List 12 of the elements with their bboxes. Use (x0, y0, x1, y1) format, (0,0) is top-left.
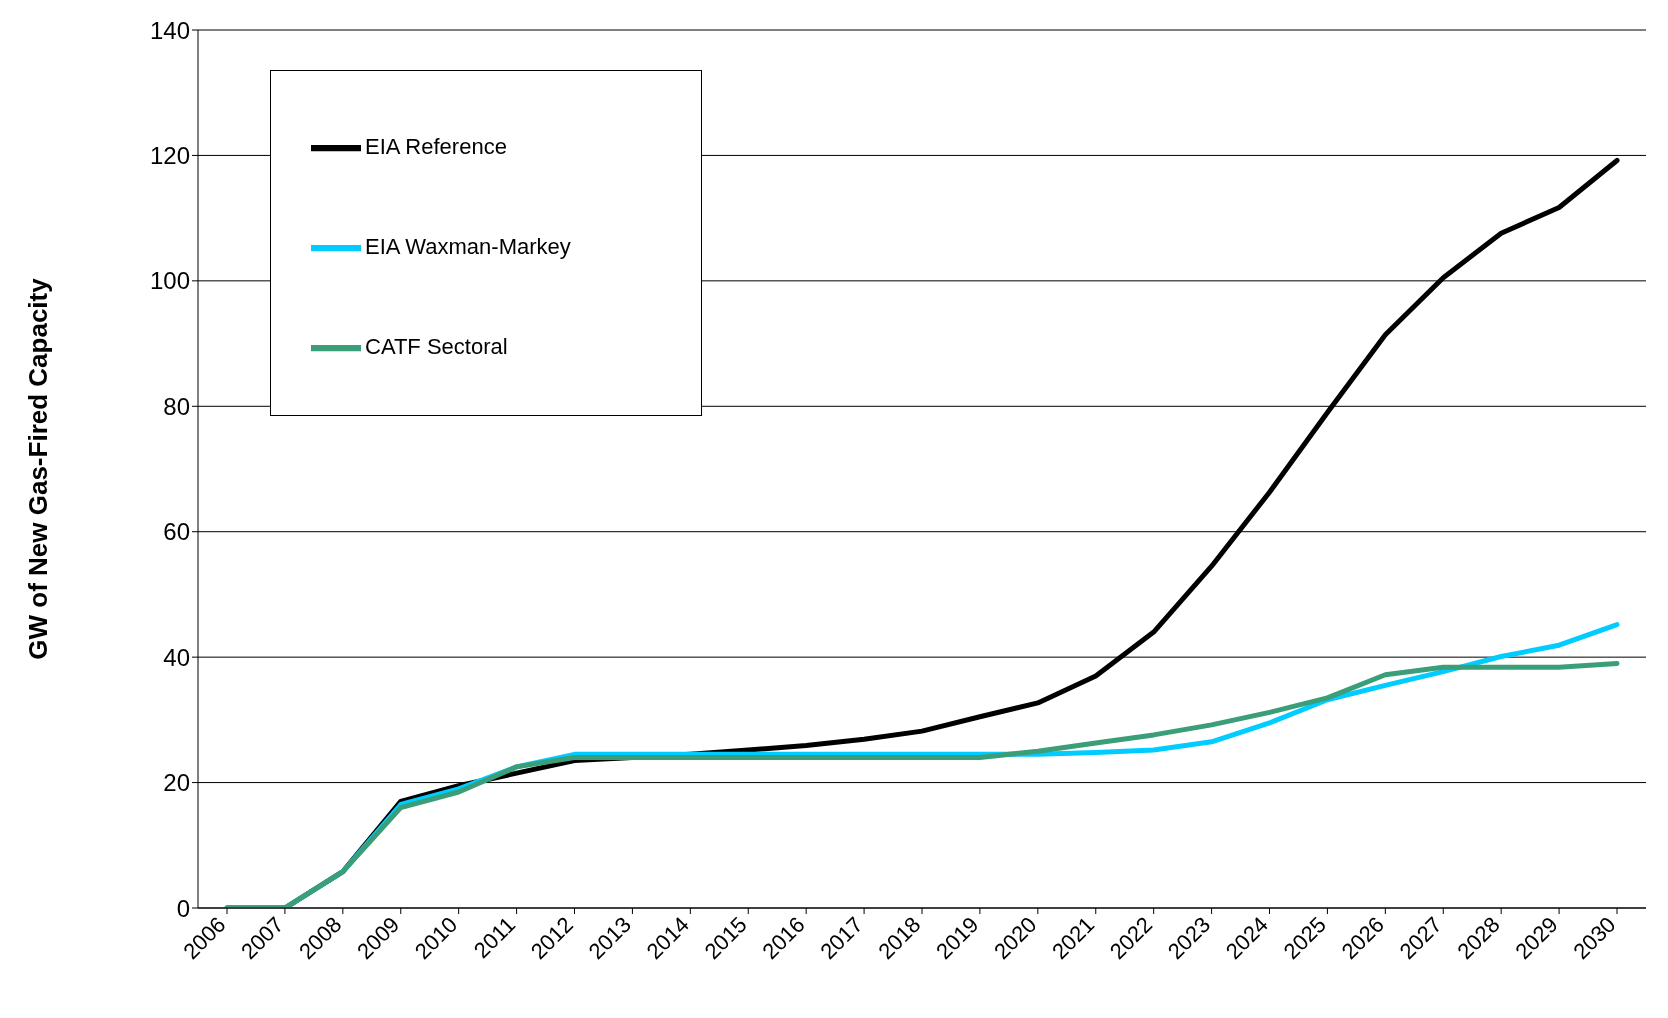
y-tick-label: 120 (149, 141, 190, 169)
legend-label: CATF Sectoral (365, 334, 508, 359)
y-tick-label: 40 (163, 643, 190, 671)
y-tick-label: 100 (149, 267, 190, 295)
y-tick-label: 0 (176, 894, 190, 922)
legend-label: EIA Waxman-Markey (365, 234, 571, 259)
legend-label: EIA Reference (365, 134, 507, 159)
y-tick-label: 140 (149, 16, 190, 44)
y-tick-label: 60 (163, 518, 190, 546)
y-axis-title: GW of New Gas-Fired Capacity (23, 277, 54, 660)
y-tick-label: 80 (163, 392, 190, 420)
y-tick-label: 20 (163, 769, 190, 797)
